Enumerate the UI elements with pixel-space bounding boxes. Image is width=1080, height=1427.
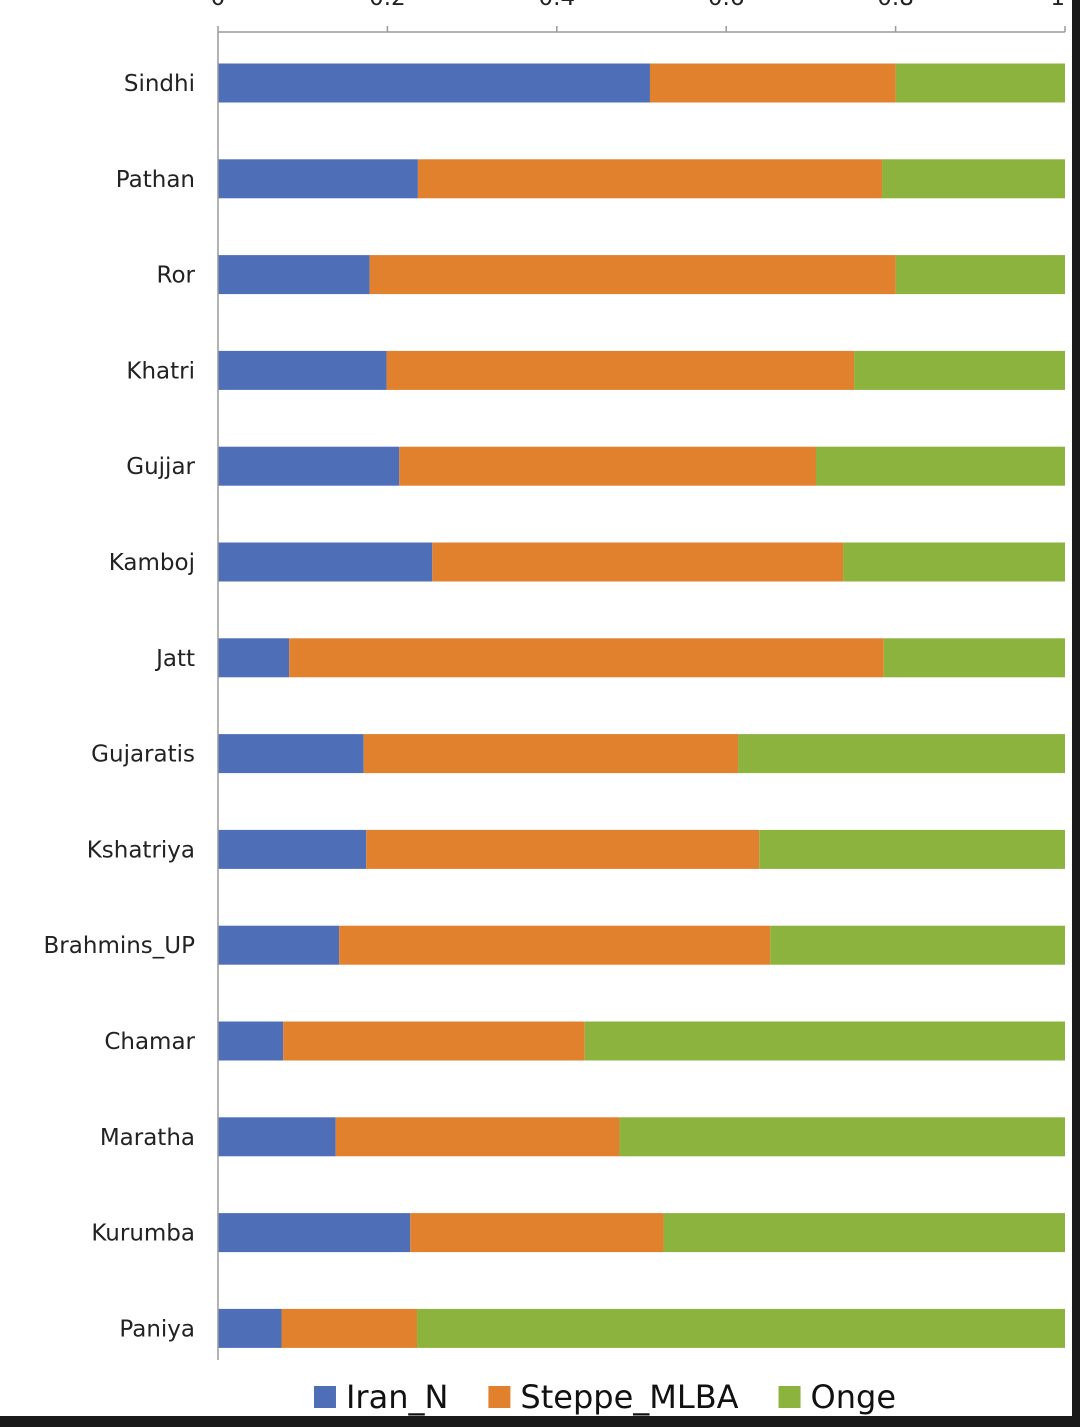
category-label: Gujaratis bbox=[91, 742, 195, 768]
x-tick-label: 0.8 bbox=[877, 0, 914, 11]
category-label: Maratha bbox=[100, 1125, 195, 1151]
category-label: Chamar bbox=[104, 1029, 195, 1055]
category-label: Sindhi bbox=[124, 71, 195, 97]
bar-khatri-onge bbox=[854, 350, 1065, 390]
bar-pathan-iran_n bbox=[218, 159, 418, 199]
category-label: Gujjar bbox=[126, 454, 195, 480]
bar-kshatriya-steppe_mlba bbox=[366, 829, 760, 869]
category-label: Ror bbox=[157, 263, 196, 289]
bar-gujjar-steppe_mlba bbox=[399, 446, 816, 486]
bar-kurumba-iran_n bbox=[218, 1213, 411, 1253]
bar-brahmins_up-steppe_mlba bbox=[339, 925, 771, 965]
bar-khatri-steppe_mlba bbox=[386, 350, 855, 390]
bar-kurumba-steppe_mlba bbox=[410, 1213, 664, 1253]
frame-edge-right bbox=[1072, 0, 1080, 1416]
legend-swatch-iran_n bbox=[313, 1386, 336, 1408]
bar-kshatriya-iran_n bbox=[218, 829, 367, 869]
bar-chamar-iran_n bbox=[218, 1021, 284, 1061]
bar-kshatriya-onge bbox=[759, 829, 1065, 869]
bar-ror-onge bbox=[895, 255, 1065, 295]
bar-sindhi-steppe_mlba bbox=[649, 63, 896, 103]
bar-kamboj-steppe_mlba bbox=[432, 542, 844, 582]
category-label: Kshatriya bbox=[87, 837, 195, 863]
category-label: Pathan bbox=[116, 167, 195, 193]
category-label: Paniya bbox=[119, 1316, 195, 1342]
legend: Iran_N Steppe_MLBA Onge bbox=[313, 1378, 896, 1416]
bar-chamar-steppe_mlba bbox=[283, 1021, 585, 1061]
category-label: Kurumba bbox=[91, 1221, 195, 1247]
category-label: Kamboj bbox=[109, 550, 195, 576]
category-label: Jatt bbox=[154, 646, 195, 672]
bar-jatt-iran_n bbox=[218, 638, 290, 678]
bar-jatt-onge bbox=[883, 638, 1065, 678]
bar-chamar-onge bbox=[584, 1021, 1065, 1061]
bar-gujjar-iran_n bbox=[218, 446, 400, 486]
x-tick-label: 1 bbox=[1050, 0, 1065, 11]
labels-layer: Sindhi Pathan Ror Khatri Gujjar Kamboj Jatt Guj… bbox=[44, 71, 196, 1342]
bar-kurumba-onge bbox=[663, 1213, 1065, 1253]
bar-gujaratis-steppe_mlba bbox=[363, 734, 739, 774]
bar-paniya-steppe_mlba bbox=[281, 1308, 418, 1348]
legend-label: Onge bbox=[811, 1378, 896, 1416]
bar-jatt-steppe_mlba bbox=[289, 638, 884, 678]
legend-label: Steppe_MLBA bbox=[520, 1378, 738, 1416]
legend-swatch-onge bbox=[778, 1386, 801, 1408]
bar-pathan-onge bbox=[882, 159, 1065, 199]
bar-kamboj-iran_n bbox=[218, 542, 433, 582]
bar-ror-steppe_mlba bbox=[369, 255, 896, 295]
x-tick-label: 0.2 bbox=[369, 0, 406, 11]
bar-gujaratis-iran_n bbox=[218, 734, 364, 774]
bar-maratha-onge bbox=[619, 1117, 1065, 1157]
bar-maratha-steppe_mlba bbox=[335, 1117, 620, 1157]
bar-kamboj-onge bbox=[843, 542, 1065, 582]
bar-pathan-steppe_mlba bbox=[417, 159, 883, 199]
x-tick-label: 0 bbox=[211, 0, 226, 11]
bar-gujaratis-onge bbox=[738, 734, 1065, 774]
x-tick-label: 0.6 bbox=[708, 0, 745, 11]
bar-maratha-iran_n bbox=[218, 1117, 336, 1157]
bar-brahmins_up-iran_n bbox=[218, 925, 340, 965]
legend-label: Iran_N bbox=[346, 1378, 448, 1416]
bar-paniya-onge bbox=[417, 1308, 1065, 1348]
category-label: Khatri bbox=[126, 358, 195, 384]
frame-edge-bottom bbox=[0, 1416, 1080, 1427]
bar-sindhi-onge bbox=[895, 63, 1065, 103]
bar-brahmins_up-onge bbox=[770, 925, 1065, 965]
bar-gujjar-onge bbox=[815, 446, 1065, 486]
bar-paniya-iran_n bbox=[218, 1308, 282, 1348]
bar-sindhi-iran_n bbox=[218, 63, 650, 103]
bars-layer bbox=[218, 63, 1065, 1348]
bar-ror-iran_n bbox=[218, 255, 370, 295]
axes-layer: 0 0.2 0.4 0.6 0.8 1 bbox=[211, 0, 1066, 1360]
x-tick-label: 0.4 bbox=[539, 0, 576, 11]
category-label: Brahmins_UP bbox=[44, 933, 196, 959]
legend-swatch-steppe_mlba bbox=[488, 1386, 511, 1408]
bar-khatri-iran_n bbox=[218, 350, 387, 390]
